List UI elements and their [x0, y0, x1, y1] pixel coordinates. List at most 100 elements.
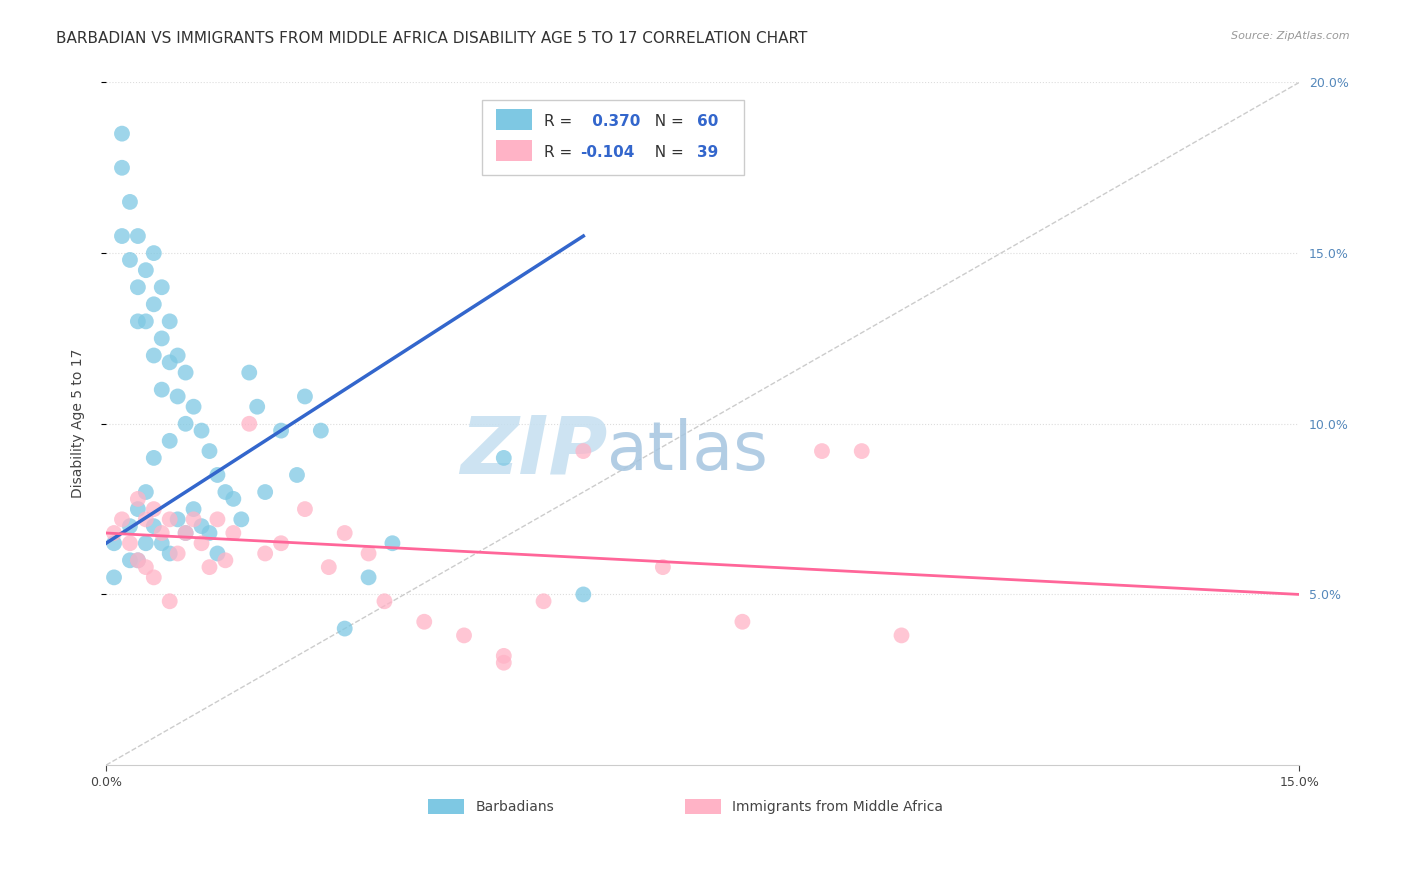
Point: [142, 349, 165, 363]
Point: [127, 229, 149, 244]
Point: [135, 314, 157, 328]
Point: [381, 536, 404, 550]
Text: Immigrants from Middle Africa: Immigrants from Middle Africa: [733, 800, 943, 814]
Point: [135, 536, 157, 550]
Text: Source: ZipAtlas.com: Source: ZipAtlas.com: [1232, 31, 1350, 41]
Point: [254, 485, 277, 500]
Point: [198, 444, 221, 458]
Point: [572, 587, 595, 601]
Point: [159, 434, 181, 448]
Point: [111, 127, 134, 141]
Point: [159, 594, 181, 608]
Point: [333, 526, 356, 541]
Point: [190, 424, 212, 438]
Point: [127, 502, 149, 516]
Point: [238, 366, 260, 380]
Text: N =: N =: [645, 114, 689, 128]
Bar: [685, 799, 720, 814]
Bar: [429, 799, 464, 814]
Point: [142, 246, 165, 260]
Point: [231, 512, 253, 526]
Text: atlas: atlas: [607, 418, 768, 484]
Text: Barbadians: Barbadians: [477, 800, 555, 814]
Text: R =: R =: [544, 114, 576, 128]
Point: [118, 536, 141, 550]
Point: [118, 553, 141, 567]
Point: [572, 444, 595, 458]
Point: [150, 383, 173, 397]
Point: [103, 536, 125, 550]
Point: [142, 297, 165, 311]
FancyBboxPatch shape: [482, 100, 744, 175]
Point: [118, 519, 141, 533]
Point: [142, 450, 165, 465]
Point: [238, 417, 260, 431]
Point: [492, 656, 515, 670]
Point: [190, 519, 212, 533]
Point: [190, 536, 212, 550]
Point: [890, 628, 912, 642]
Point: [731, 615, 754, 629]
Point: [150, 536, 173, 550]
Point: [207, 467, 229, 482]
Point: [111, 229, 134, 244]
Point: [254, 546, 277, 560]
Point: [127, 553, 149, 567]
Point: [159, 546, 181, 560]
Point: [294, 502, 316, 516]
Y-axis label: Disability Age 5 to 17: Disability Age 5 to 17: [72, 349, 86, 499]
Point: [166, 546, 188, 560]
Text: -0.104: -0.104: [579, 145, 634, 161]
Point: [270, 424, 292, 438]
Point: [118, 252, 141, 267]
Point: [294, 389, 316, 403]
Point: [166, 389, 188, 403]
Point: [166, 349, 188, 363]
Point: [159, 512, 181, 526]
Point: [851, 444, 873, 458]
Text: BARBADIAN VS IMMIGRANTS FROM MIDDLE AFRICA DISABILITY AGE 5 TO 17 CORRELATION CH: BARBADIAN VS IMMIGRANTS FROM MIDDLE AFRI…: [56, 31, 807, 46]
Point: [142, 570, 165, 584]
Point: [246, 400, 269, 414]
Point: [135, 263, 157, 277]
Point: [214, 553, 236, 567]
Point: [127, 314, 149, 328]
Bar: [496, 109, 531, 129]
Text: 39: 39: [697, 145, 718, 161]
Point: [166, 512, 188, 526]
Point: [453, 628, 475, 642]
Point: [183, 512, 205, 526]
Bar: [496, 140, 531, 161]
Point: [183, 400, 205, 414]
Text: ZIP: ZIP: [460, 412, 607, 490]
Point: [214, 485, 236, 500]
Point: [135, 485, 157, 500]
Point: [285, 467, 308, 482]
Point: [413, 615, 436, 629]
Point: [222, 491, 245, 506]
Point: [174, 366, 197, 380]
Point: [103, 570, 125, 584]
Point: [357, 546, 380, 560]
Text: 0.370: 0.370: [586, 114, 640, 128]
Point: [174, 526, 197, 541]
Point: [270, 536, 292, 550]
Point: [135, 560, 157, 574]
Point: [118, 194, 141, 209]
Point: [174, 417, 197, 431]
Point: [222, 526, 245, 541]
Text: 60: 60: [697, 114, 718, 128]
Point: [207, 512, 229, 526]
Point: [111, 512, 134, 526]
Point: [142, 502, 165, 516]
Point: [318, 560, 340, 574]
Point: [150, 331, 173, 345]
Point: [127, 280, 149, 294]
Point: [492, 648, 515, 663]
Point: [333, 622, 356, 636]
Text: R =: R =: [544, 145, 576, 161]
Point: [309, 424, 332, 438]
Point: [373, 594, 395, 608]
Point: [127, 491, 149, 506]
Point: [198, 526, 221, 541]
